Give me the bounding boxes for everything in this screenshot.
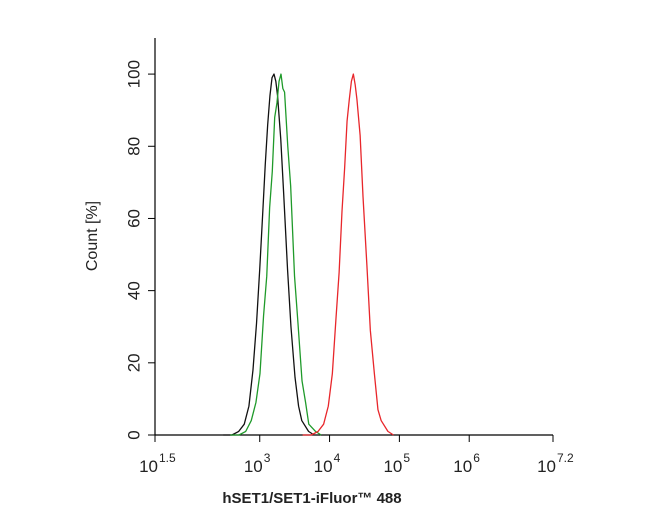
y-tick-label: 100 bbox=[124, 60, 143, 88]
y-tick-label: 80 bbox=[124, 137, 143, 156]
y-tick-label: 60 bbox=[124, 209, 143, 228]
y-axis-title: Count [%] bbox=[84, 201, 101, 271]
x-tick-base: 10 bbox=[537, 457, 556, 476]
x-tick-exponent: 7.2 bbox=[557, 451, 574, 465]
x-tick-base: 10 bbox=[244, 457, 263, 476]
x-tick-base: 10 bbox=[453, 457, 472, 476]
y-tick-label: 40 bbox=[124, 281, 143, 300]
y-tick-label: 20 bbox=[124, 353, 143, 372]
x-tick-exponent: 4 bbox=[334, 451, 341, 465]
x-tick-base: 10 bbox=[383, 457, 402, 476]
series-line bbox=[223, 73, 315, 436]
series-line bbox=[230, 73, 322, 436]
x-tick-exponent: 6 bbox=[473, 451, 480, 465]
series-line bbox=[302, 73, 394, 436]
x-tick-base: 10 bbox=[314, 457, 333, 476]
x-axis-title: hSET1/SET1-iFluor™ 488 bbox=[222, 490, 401, 507]
x-tick-base: 10 bbox=[139, 457, 158, 476]
x-tick-exponent: 1.5 bbox=[159, 451, 176, 465]
x-tick-exponent: 3 bbox=[264, 451, 271, 465]
y-tick-label: 0 bbox=[124, 430, 143, 439]
x-tick-exponent: 5 bbox=[403, 451, 410, 465]
